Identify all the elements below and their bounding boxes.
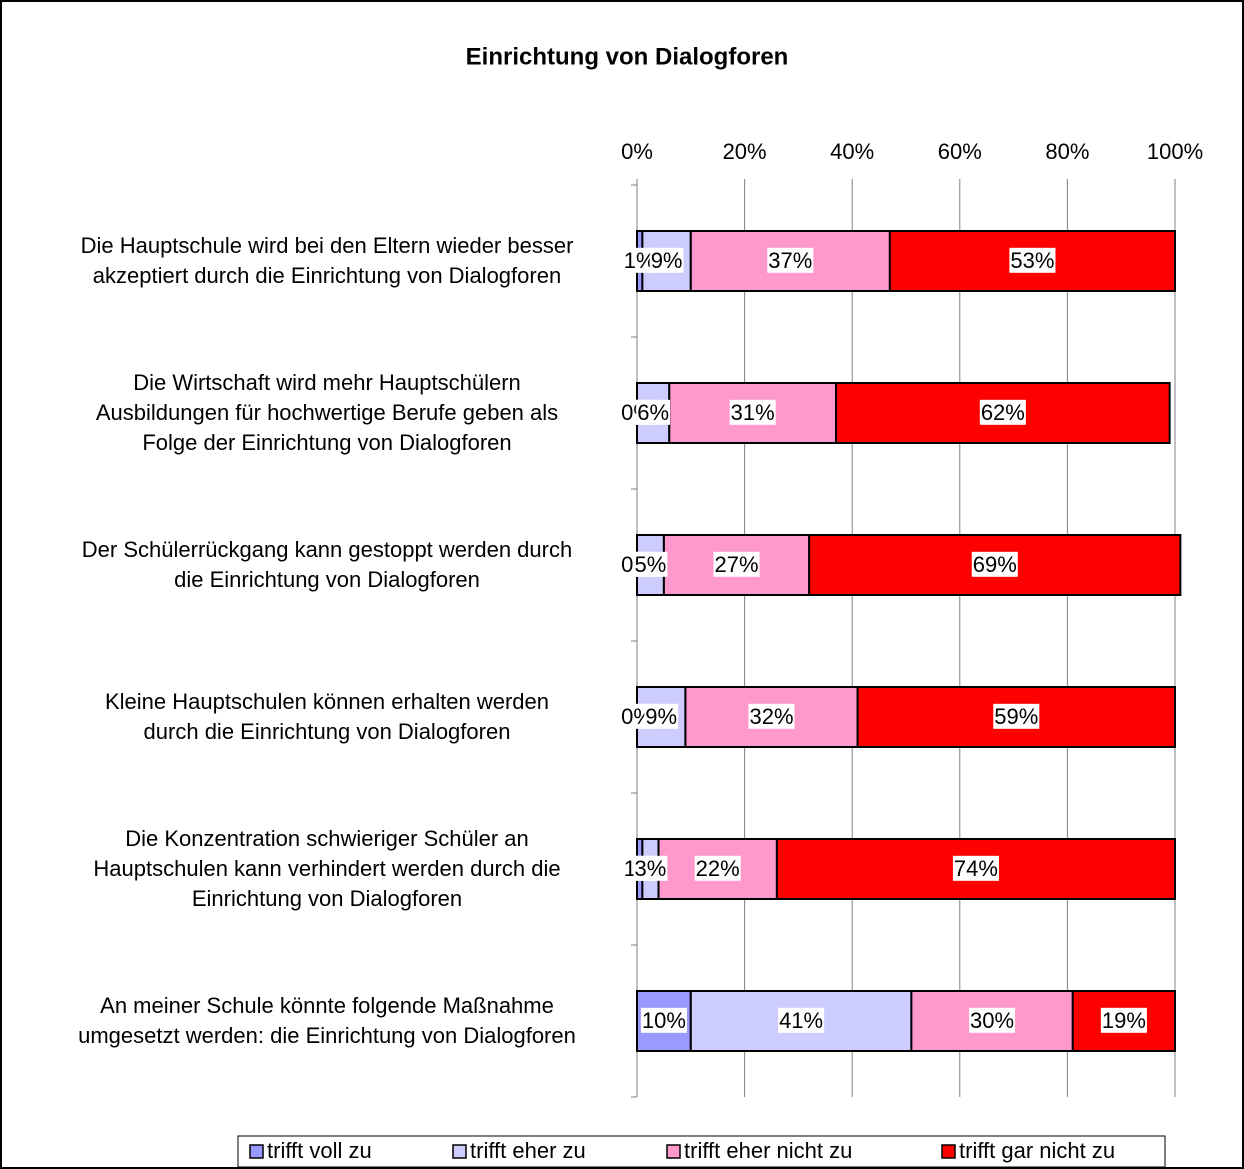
legend-label: trifft gar nicht zu [959, 1138, 1115, 1163]
category-label: Ausbildungen für hochwertige Berufe gebe… [96, 400, 558, 425]
legend-swatch [666, 1144, 681, 1159]
data-label: 41% [779, 1008, 823, 1033]
data-label-group: 41% [778, 1007, 825, 1033]
legend-box [237, 1135, 1166, 1168]
category-label: akzeptiert durch die Einrichtung von Dia… [93, 263, 561, 288]
category-label: Folge der Einrichtung von Dialogforen [142, 430, 511, 455]
data-label: 5% [635, 552, 667, 577]
data-label-group: 31% [729, 399, 776, 425]
legend-swatch [249, 1144, 264, 1159]
legend-swatch [941, 1144, 956, 1159]
category-label: umgesetzt werden: die Einrichtung von Di… [78, 1023, 576, 1048]
x-tick-label: 80% [1045, 139, 1089, 164]
data-label-group: 59% [993, 703, 1040, 729]
data-label: 3% [635, 856, 667, 881]
category-label: die Einrichtung von Dialogforen [174, 567, 480, 592]
data-label-bg [649, 247, 684, 273]
data-label: 30% [970, 1008, 1014, 1033]
data-label-bg [748, 703, 795, 729]
chart-title: Einrichtung von Dialogforen [466, 43, 789, 70]
category-label: Einrichtung von Dialogforen [192, 886, 462, 911]
category-label: Kleine Hauptschulen können erhalten werd… [105, 689, 549, 714]
data-label-group: 53% [1009, 247, 1056, 273]
data-label: 9% [645, 704, 677, 729]
data-label: 32% [749, 704, 793, 729]
legend-label: trifft eher zu [470, 1138, 586, 1163]
category-label: durch die Einrichtung von Dialogforen [144, 719, 511, 744]
category-label: Die Hauptschule wird bei den Eltern wied… [81, 233, 574, 258]
data-label-group: 37% [767, 247, 814, 273]
legend-swatch [452, 1144, 467, 1159]
x-tick-label: 20% [723, 139, 767, 164]
data-label-group: 6% [636, 399, 671, 425]
data-label: 10% [642, 1008, 686, 1033]
data-label-bg [644, 703, 679, 729]
category-label: An meiner Schule könnte folgende Maßnahm… [100, 993, 554, 1018]
data-label: 69% [973, 552, 1017, 577]
data-label-bg [636, 399, 671, 425]
data-label-bg [633, 855, 668, 881]
data-label: 37% [768, 248, 812, 273]
x-tick-label: 100% [1147, 139, 1203, 164]
data-label-bg [633, 551, 668, 577]
data-label-group: 62% [979, 399, 1026, 425]
data-label-bg [971, 551, 1018, 577]
data-label-group: 9% [644, 703, 679, 729]
data-label-bg [694, 855, 741, 881]
bar-segment [1071, 990, 1177, 1052]
data-label: 74% [954, 856, 998, 881]
data-label-group: 69% [971, 551, 1018, 577]
data-label-bg [729, 399, 776, 425]
data-label-group: 9% [649, 247, 684, 273]
data-label-bg [713, 551, 760, 577]
data-label-group: 32% [748, 703, 795, 729]
data-label: 59% [994, 704, 1038, 729]
data-label: 31% [731, 400, 775, 425]
x-tick-label: 0% [621, 139, 653, 164]
data-label-group: 74% [952, 855, 999, 881]
x-tick-label: 60% [938, 139, 982, 164]
data-label: 22% [696, 856, 740, 881]
data-label-group: 10% [640, 1007, 687, 1033]
data-label-bg [1100, 1007, 1147, 1033]
data-label-group: 3% [633, 855, 668, 881]
data-label-bg [778, 1007, 825, 1033]
data-label-bg [952, 855, 999, 881]
x-tick-label: 40% [830, 139, 874, 164]
legend-label: trifft eher nicht zu [684, 1138, 852, 1163]
data-label-bg [1009, 247, 1056, 273]
data-label-group: 22% [694, 855, 741, 881]
data-label-group: 19% [1100, 1007, 1147, 1033]
data-label-group: 5% [633, 551, 668, 577]
data-label: 27% [715, 552, 759, 577]
category-label: Die Konzentration schwieriger Schüler an [125, 826, 529, 851]
legend-label: trifft voll zu [267, 1138, 372, 1163]
data-label-bg [979, 399, 1026, 425]
data-label-bg [767, 247, 814, 273]
category-label: Hauptschulen kann verhindert werden durc… [93, 856, 560, 881]
data-label: 53% [1010, 248, 1054, 273]
data-label: 6% [637, 400, 669, 425]
data-label: 19% [1102, 1008, 1146, 1033]
data-label-bg [969, 1007, 1016, 1033]
data-label-bg [640, 1007, 687, 1033]
data-label-group: 27% [713, 551, 760, 577]
category-label: Der Schülerrückgang kann gestoppt werden… [82, 537, 572, 562]
data-label-bg [993, 703, 1040, 729]
data-label: 9% [651, 248, 683, 273]
data-label-group: 30% [969, 1007, 1016, 1033]
category-label: Die Wirtschaft wird mehr Hauptschülern [133, 370, 521, 395]
data-label: 62% [981, 400, 1025, 425]
